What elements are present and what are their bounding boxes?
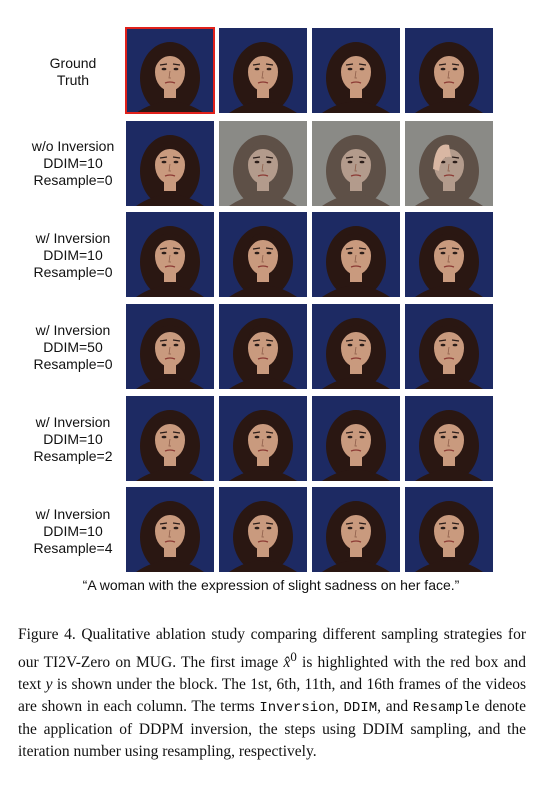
video-frame: [219, 304, 307, 389]
row-label-line: Resample=0: [33, 264, 113, 280]
video-frame: [126, 212, 214, 297]
row-label-line: w/ Inversion: [35, 322, 111, 338]
video-frame: [219, 28, 307, 113]
video-frame: [405, 121, 493, 206]
row-label-line: DDIM=50: [43, 339, 103, 355]
row-label-line: w/o Inversion: [31, 138, 115, 154]
video-frame: [126, 304, 214, 389]
video-frame: [312, 28, 400, 113]
video-frame: [219, 396, 307, 481]
video-frame: [312, 121, 400, 206]
row-label: w/ Inversion DDIM=10 Resample=2: [18, 414, 128, 465]
caption-part-1: Figure 4. Qualitative ablation study com…: [18, 626, 526, 672]
caption-math-x: x̂: [283, 654, 291, 672]
row-label-line: Resample=2: [33, 448, 113, 464]
video-frame: [312, 487, 400, 572]
text-prompt: “A woman with the expression of slight s…: [82, 577, 460, 593]
video-frame: [312, 396, 400, 481]
caption-term-resample: Resample: [412, 700, 480, 717]
caption-part-2: is highlighted with the red box and text: [18, 654, 527, 694]
first-image-highlighted: [125, 27, 215, 114]
row-label-line: DDIM=10: [43, 247, 103, 263]
caption-part-3: is shown under the block. The 1st, 6th, …: [18, 676, 526, 716]
row-label-line: Truth: [56, 72, 90, 88]
row-label: w/ Inversion DDIM=50 Resample=0: [18, 322, 128, 373]
video-frame: [405, 28, 493, 113]
row-label-line: Resample=0: [33, 172, 113, 188]
row-label: w/o Inversion DDIM=10 Resample=0: [18, 138, 128, 189]
row-label-line: Ground: [49, 55, 97, 71]
video-frame: [312, 304, 400, 389]
figure-caption: Figure 4. Qualitative ablation study com…: [18, 624, 526, 763]
video-frame: [126, 396, 214, 481]
video-frame: [405, 304, 493, 389]
video-frame: [219, 487, 307, 572]
row-label-line: DDIM=10: [43, 155, 103, 171]
video-frame: [405, 487, 493, 572]
row-label-line: DDIM=10: [43, 523, 103, 539]
video-frame: [219, 212, 307, 297]
row-label: w/ Inversion DDIM=10 Resample=4: [18, 506, 128, 557]
row-label: w/ Inversion DDIM=10 Resample=0: [18, 230, 128, 281]
row-label-line: w/ Inversion: [35, 230, 111, 246]
row-label-line: Resample=4: [33, 540, 113, 556]
video-frame: [312, 212, 400, 297]
caption-sep-2: , and: [377, 698, 413, 716]
caption-sep-1: ,: [334, 698, 344, 716]
row-label: Ground Truth: [18, 55, 128, 89]
row-label-line: w/ Inversion: [35, 506, 111, 522]
caption-term-ddim: DDIM: [343, 700, 378, 717]
video-frame: [219, 121, 307, 206]
caption-term-inversion: Inversion: [259, 700, 335, 717]
row-label-line: Resample=0: [33, 356, 113, 372]
caption-math-y: y: [45, 676, 53, 694]
video-frame: [126, 487, 214, 572]
caption-part-4: denote the application of DDPM inversion…: [18, 698, 526, 761]
video-frame: [126, 121, 214, 206]
row-label-line: w/ Inversion: [35, 414, 111, 430]
caption-math-sup: 0: [290, 649, 297, 664]
row-label-line: DDIM=10: [43, 431, 103, 447]
video-frame: [405, 396, 493, 481]
video-frame: [405, 212, 493, 297]
